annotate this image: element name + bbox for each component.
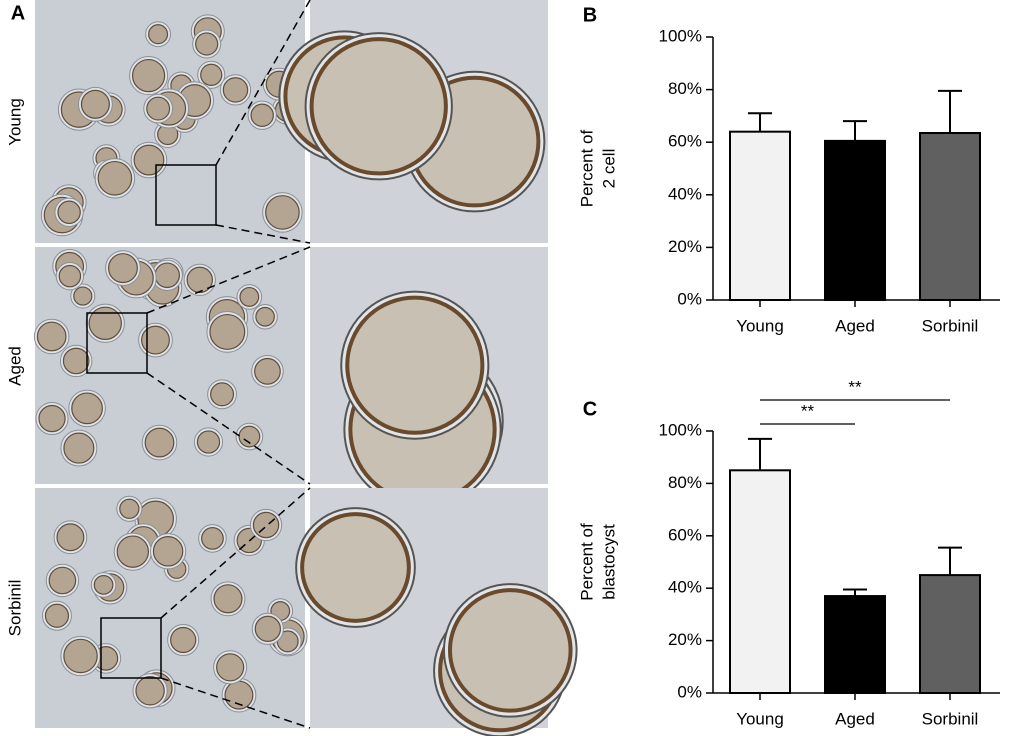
zoom-embryo-core	[345, 295, 485, 435]
significance-label: **	[801, 401, 815, 420]
embryo-core	[146, 96, 171, 121]
embryo-core	[36, 321, 67, 352]
y-axis-label: Percent of	[577, 129, 596, 207]
bar	[729, 130, 791, 301]
embryo-core	[210, 382, 235, 407]
embryo-core	[48, 566, 77, 595]
zoom-box	[86, 312, 148, 374]
embryo-core	[93, 575, 114, 595]
panel-label: C	[583, 398, 597, 420]
zoom-box	[155, 164, 217, 226]
embryo-core	[154, 262, 180, 289]
y-tick-label: 40%	[668, 578, 702, 597]
embryo-core	[44, 603, 70, 628]
embryo-core	[97, 160, 133, 196]
row-label: Sorbinil	[5, 580, 24, 637]
x-tick-label: Young	[736, 316, 784, 335]
zoom-guide	[215, 224, 311, 244]
y-tick-label: 80%	[668, 473, 702, 492]
x-tick-label: Aged	[835, 316, 875, 335]
significance-label: **	[848, 377, 862, 396]
embryo-core	[57, 200, 81, 225]
zoom-box	[100, 617, 162, 679]
zoom-guide	[160, 487, 311, 619]
y-tick-label: 80%	[668, 79, 702, 98]
bar	[824, 139, 886, 301]
embryo-core	[152, 536, 184, 567]
embryo-core	[195, 32, 219, 56]
zoom-embryo-core	[309, 37, 448, 176]
embryo-core	[62, 347, 90, 375]
embryo-core	[239, 286, 260, 307]
embryo-core	[116, 535, 149, 568]
embryo-core	[135, 676, 165, 706]
y-tick-label: 40%	[668, 184, 702, 203]
zoom-guide	[146, 372, 311, 485]
zoom-embryo-core	[300, 512, 411, 623]
panel-label: B	[583, 4, 597, 26]
y-tick-label: 0%	[677, 289, 702, 308]
zoom-embryo-core	[447, 588, 573, 713]
zoom-guide	[146, 246, 311, 314]
embryo-core	[265, 195, 300, 230]
embryo-core	[170, 626, 197, 654]
embryo-core	[250, 103, 274, 127]
embryo-core	[148, 24, 169, 45]
x-tick-label: Aged	[835, 709, 875, 728]
panel-label: A	[11, 2, 25, 24]
embryo-core	[133, 144, 165, 176]
embryo-core	[254, 357, 281, 385]
embryo-core	[73, 286, 93, 306]
embryo-core	[252, 511, 280, 539]
row-label: Young	[5, 98, 24, 146]
bar	[729, 469, 791, 694]
embryo-core	[38, 404, 66, 433]
bar	[919, 131, 981, 301]
zoom-guide	[215, 0, 311, 166]
y-axis-label: blastocyst	[599, 524, 618, 600]
y-tick-label: 100%	[659, 26, 702, 45]
embryo-core	[58, 264, 82, 288]
y-axis-label: 2 cell	[599, 149, 618, 189]
y-tick-label: 60%	[668, 525, 702, 544]
y-tick-label: 0%	[677, 682, 702, 701]
embryo-core	[63, 432, 95, 464]
y-tick-label: 100%	[659, 420, 702, 439]
embryo-core	[255, 306, 275, 327]
embryo-core	[209, 313, 246, 350]
embryo-core	[222, 77, 249, 103]
embryo-core	[88, 306, 122, 340]
y-tick-label: 60%	[668, 132, 702, 151]
y-axis-label: Percent of	[577, 523, 596, 601]
embryo-core	[186, 266, 213, 294]
embryo-core	[200, 63, 223, 86]
x-tick-label: Sorbinil	[922, 709, 979, 728]
embryo-core	[238, 425, 261, 448]
embryo-core	[216, 653, 245, 682]
embryo-core	[107, 253, 138, 284]
bar	[919, 574, 981, 694]
x-tick-label: Young	[736, 709, 784, 728]
embryo-core	[131, 58, 166, 93]
embryo-core	[71, 392, 103, 425]
embryo-core	[196, 430, 221, 454]
embryo-core	[63, 638, 98, 674]
embryo-core	[80, 89, 110, 119]
embryo-core	[144, 427, 175, 458]
embryo-core	[254, 615, 282, 642]
embryo-core	[119, 498, 140, 519]
y-tick-label: 20%	[668, 237, 702, 256]
embryo-core	[213, 584, 243, 614]
row-label: Aged	[5, 346, 24, 386]
micrographs	[33, 0, 578, 736]
y-tick-label: 20%	[668, 630, 702, 649]
embryo-core	[201, 527, 224, 550]
embryo-core	[56, 523, 85, 552]
embryo-core	[141, 325, 170, 355]
bar	[824, 595, 886, 694]
x-tick-label: Sorbinil	[922, 316, 979, 335]
zoom-guide	[160, 677, 311, 729]
